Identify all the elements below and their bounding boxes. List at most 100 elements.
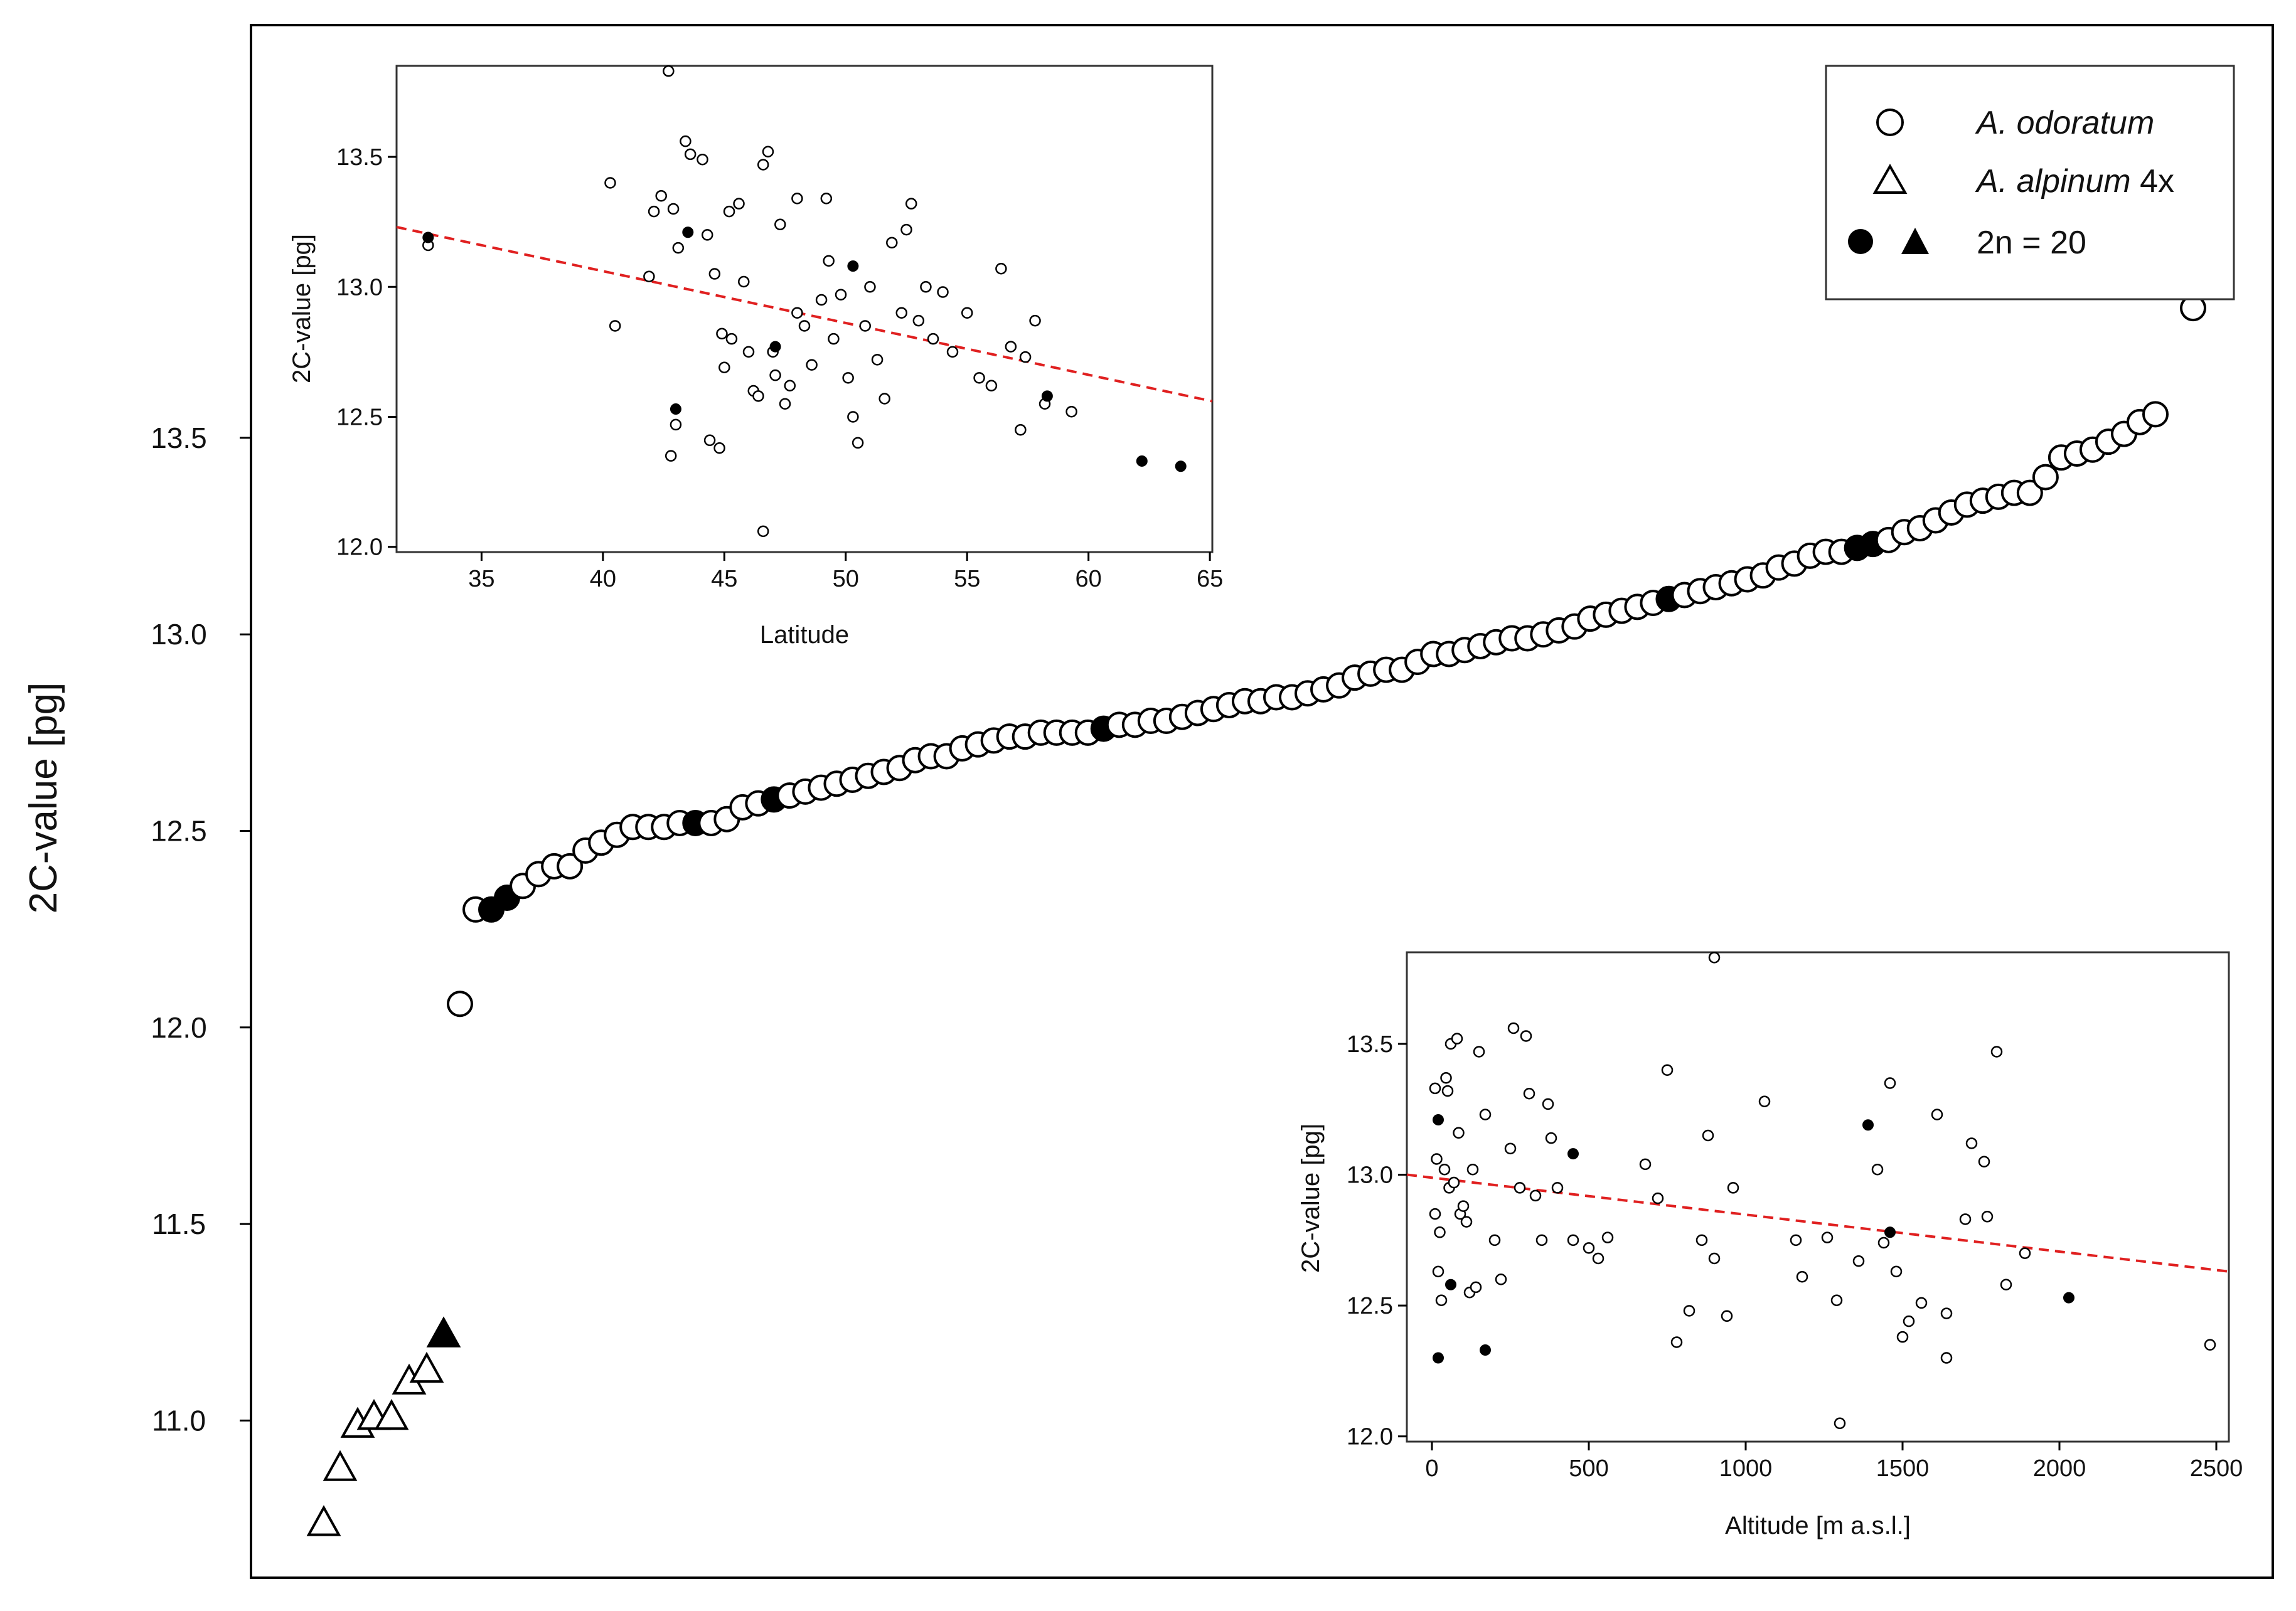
inset-point-odoratum [1429,1208,1441,1220]
inset-point-odoratum [2019,1247,2031,1259]
inset-point-odoratum [973,372,985,384]
legend-label-alpinum: A. alpinum 4x [1975,163,2174,199]
inset-point-2n20 [1136,455,1148,467]
inset-point-odoratum [752,390,764,402]
inset-point-odoratum [1457,1200,1470,1212]
inset-point-odoratum [985,380,998,392]
inset-point-2n20 [1433,1114,1444,1125]
inset-altitude-ticks: 0 500 1000 1500 2000 2500 12.0 12.5 13.0 13.5 [1347,1031,2243,1482]
inset-point-odoratum [1834,1417,1846,1430]
inset-y-tick-label: 13.0 [1347,1162,1393,1189]
inset-point-odoratum [878,393,890,405]
inset-point-odoratum [1652,1192,1664,1204]
inset-point-odoratum [1940,1307,1953,1319]
inset-point-2n20 [1445,1279,1456,1290]
inset-point-odoratum [1583,1242,1595,1254]
inset-y-tick-label: 12.0 [336,534,383,561]
inset-point-odoratum [1884,1077,1896,1089]
inset-point-2n20 [1884,1226,1896,1238]
inset-point-odoratum [663,65,675,77]
data-point-alpinum-4x [374,1398,409,1430]
inset-point-odoratum [1940,1352,1953,1364]
inset-point-odoratum [815,294,828,306]
inset-point-odoratum [1890,1265,1903,1278]
inset-point-odoratum [1529,1189,1542,1202]
inset-point-odoratum [697,153,708,166]
inset-x-tick-label: 40 [590,566,616,592]
inset-y-tick-label: 12.5 [336,404,383,430]
inset-x-tick-label: 55 [954,566,980,592]
inset-point-odoratum [769,369,781,381]
legend-label-odoratum: A. odoratum [1975,105,2154,141]
inset-point-odoratum [1545,1132,1557,1144]
inset-point-odoratum [708,268,721,280]
inset-x-tick-label: 50 [833,566,859,592]
inset-point-odoratum [835,289,847,300]
inset-point-odoratum [1005,341,1017,353]
inset-point-odoratum [1796,1270,1808,1283]
inset-point-odoratum [655,189,667,202]
inset-point-2n20 [1480,1344,1491,1356]
inset-point-odoratum [648,205,660,218]
inset-point-2n20 [2063,1292,2074,1304]
inset-point-odoratum [1473,1046,1485,1058]
inset-point-odoratum [1019,351,1032,363]
inset-point-2n20 [1433,1352,1444,1364]
inset-point-odoratum [1896,1331,1909,1343]
legend: A. odoratum A. alpinum 4x 2n = 20 [1825,65,2235,300]
inset-point-odoratum [1029,314,1041,327]
inset-point-odoratum [1592,1252,1605,1265]
inset-point-odoratum [701,229,713,241]
inset-point-odoratum [1451,1033,1463,1045]
inset-point-odoratum [672,242,685,254]
inset-point-odoratum [1990,1046,2003,1058]
data-point-alpinum-4x [323,1450,358,1481]
legend-label-alpinum-ploidy: 4x [2131,163,2174,199]
inset-point-odoratum [1639,1158,1652,1171]
inset-point-odoratum [1507,1022,1520,1034]
inset-x-tick-label: 0 [1425,1455,1438,1482]
inset-point-odoratum [1670,1336,1683,1348]
inset-point-odoratum [1460,1216,1473,1228]
inset-point-odoratum [852,437,864,449]
inset-point-odoratum [946,346,959,358]
inset-point-odoratum [1721,1310,1733,1322]
inset-point-odoratum [920,281,932,293]
inset-x-tick-label: 35 [468,566,494,592]
inset-point-odoratum [937,286,949,298]
filled-triangle-icon [1901,228,1929,254]
inset-altitude-y-title: 2C-value [pg] [1297,1124,1325,1273]
inset-point-odoratum [1065,405,1077,418]
inset-point-odoratum [2000,1279,2012,1290]
inset-x-tick-label: 45 [711,566,737,592]
inset-point-2n20 [422,231,434,243]
inset-point-odoratum [1903,1315,1915,1327]
filled-circle-icon [1848,229,1873,254]
main-y-tick-label: 11.0 [152,1404,206,1437]
inset-x-tick-label: 500 [1569,1455,1608,1482]
inset-altitude-trend-line [1406,1173,2229,1273]
data-point-alpinum-2n20 [426,1316,461,1348]
data-point-odoratum [2142,401,2169,428]
inset-point-odoratum [1790,1234,1802,1247]
data-point-odoratum [557,853,584,880]
inset-point-odoratum [1965,1137,1978,1149]
inset-point-odoratum [716,327,728,340]
main-y-axis: 11.0 11.5 12.0 12.5 13.0 13.5 [151,422,251,1437]
inset-point-odoratum [609,320,621,332]
inset-point-odoratum [1551,1182,1564,1194]
inset-point-odoratum [1877,1236,1890,1249]
inset-altitude-plot: 0 500 1000 1500 2000 2500 12.0 12.5 13.0 13.5 Alt… [1297,951,2243,1539]
inset-point-odoratum [1495,1273,1507,1285]
inset-y-tick-label: 13.5 [336,144,383,171]
inset-point-odoratum [806,359,818,371]
data-point-odoratum [2032,464,2059,491]
inset-point-odoratum [774,218,786,231]
inset-point-odoratum [643,270,655,282]
inset-point-odoratum [791,193,803,205]
data-point-odoratum [447,991,473,1018]
legend-label-2n20: 2n = 20 [1977,225,2086,261]
inset-point-odoratum [670,418,682,431]
inset-point-2n20 [670,403,681,415]
